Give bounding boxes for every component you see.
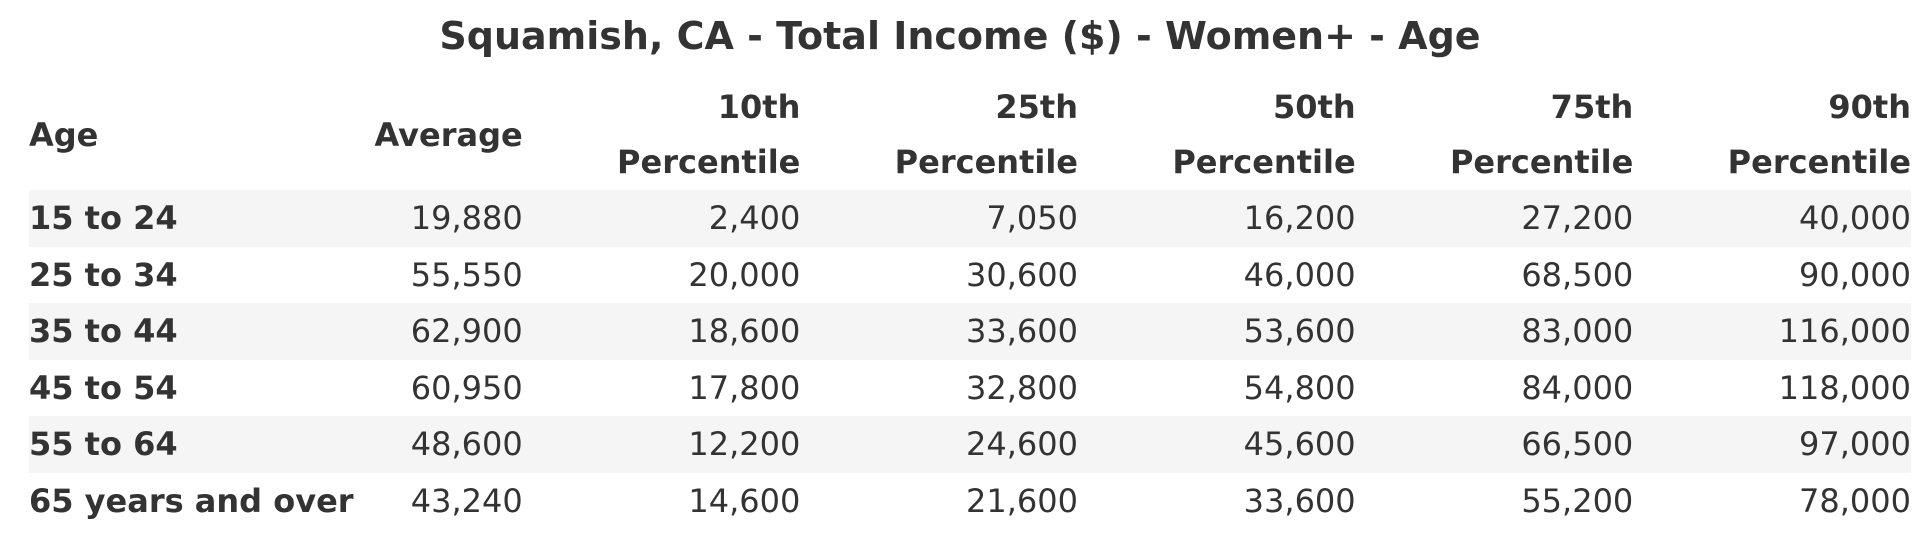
column-header-p90-line-1: Percentile (1727, 143, 1911, 181)
cell-p75: 66,500 (1355, 416, 1634, 473)
column-header-p75-line-1: Percentile (1449, 143, 1634, 181)
column-header-p25-line-1: Percentile (894, 143, 1078, 181)
column-header-p90: 90th Percentile (1633, 80, 1911, 190)
column-header-age: Age (29, 80, 261, 190)
cell-p10: 14,600 (688, 481, 801, 520)
cell-p25: 33,600 (800, 303, 1078, 360)
column-header-p75-line-0: 75th (1550, 88, 1634, 126)
cell-average: 48,600 (261, 416, 523, 473)
table-body: 15 to 24 19,880 2,400 7,050 16,200 27,200 40,0… (29, 190, 1911, 529)
column-header-p10: 10th Percentile (523, 80, 801, 190)
cell-p50: 33,600 (1243, 481, 1356, 520)
cell-p75: 84,000 (1521, 368, 1634, 407)
cell-p90: 118,000 (1778, 368, 1911, 407)
cell-p75: 68,500 (1521, 255, 1634, 294)
column-header-p10-line-1: Percentile (617, 143, 801, 181)
cell-average: 62,900 (261, 303, 523, 360)
column-header-average: Average (261, 80, 523, 190)
column-header-p10-line-0: 10th (717, 88, 801, 126)
cell-p90: 78,000 (1799, 481, 1911, 520)
table-row: 25 to 34 55,550 20,000 30,600 46,000 68,500 90… (29, 247, 1911, 304)
cell-p25: 7,050 (800, 190, 1078, 247)
column-header-p25: 25th Percentile (800, 80, 1078, 190)
cell-p50: 16,200 (1078, 190, 1356, 247)
cell-p25: 21,600 (966, 481, 1078, 520)
column-header-p50: 50th Percentile (1078, 80, 1356, 190)
column-header-p50-line-1: Percentile (1172, 143, 1356, 181)
cell-average: 19,880 (261, 190, 523, 247)
table-row: 65 years and over 43,240 14,600 21,600 33,60… (29, 473, 1911, 530)
cell-p50: 54,800 (1243, 368, 1356, 407)
cell-p50: 53,600 (1078, 303, 1356, 360)
row-label: 55 to 64 (29, 416, 262, 473)
row-label: 15 to 24 (29, 190, 262, 247)
column-header-p25-line-0: 25th (995, 88, 1078, 126)
row-label: 35 to 44 (29, 303, 262, 360)
column-header-p90-line-0: 90th (1828, 88, 1911, 126)
income-table: Age Average 10th Percentile 25th Percentile 50… (29, 80, 1911, 529)
row-label: 45 to 54 (29, 368, 178, 407)
cell-p90: 116,000 (1633, 303, 1911, 360)
header-row: Age Average 10th Percentile 25th Percentile 50… (29, 80, 1911, 190)
cell-average: 43,240 (410, 481, 523, 520)
cell-p10: 18,600 (522, 303, 801, 360)
cell-average: 55,550 (410, 255, 523, 294)
cell-p75: 83,000 (1355, 303, 1634, 360)
cell-p90: 90,000 (1799, 255, 1911, 294)
column-header-p75: 75th Percentile (1356, 80, 1634, 190)
table-row: 15 to 24 19,880 2,400 7,050 16,200 27,200 40,0… (29, 190, 1911, 247)
column-header-p50-line-0: 50th (1273, 88, 1356, 126)
chart-title: Squamish, CA - Total Income ($) - Women+… (439, 14, 1481, 58)
cell-p75: 55,200 (1521, 481, 1634, 520)
cell-p75: 27,200 (1355, 190, 1634, 247)
cell-p25: 32,800 (966, 368, 1078, 407)
cell-p90: 40,000 (1633, 190, 1911, 247)
row-label: 25 to 34 (29, 255, 178, 294)
cell-p10: 2,400 (522, 190, 801, 247)
cell-p50: 45,600 (1078, 416, 1356, 473)
cell-p90: 97,000 (1633, 416, 1911, 473)
cell-p10: 17,800 (688, 368, 801, 407)
row-label: 65 years and over (29, 481, 354, 520)
cell-p10: 20,000 (688, 255, 801, 294)
table-row: 55 to 64 48,600 12,200 24,600 45,600 66,500 97… (29, 416, 1911, 473)
cell-p50: 46,000 (1243, 255, 1356, 294)
cell-p10: 12,200 (522, 416, 801, 473)
table-row: 35 to 44 62,900 18,600 33,600 53,600 83,000 11… (29, 303, 1911, 360)
cell-p25: 24,600 (800, 416, 1078, 473)
column-header-average-line-0: Average (374, 115, 523, 154)
column-header-age-line-0: Age (29, 115, 99, 154)
table-header: Age Average 10th Percentile 25th Percentile 50… (29, 80, 1911, 190)
table-row: 45 to 54 60,950 17,800 32,800 54,800 84,000 11… (29, 360, 1911, 417)
cell-average: 60,950 (410, 368, 523, 407)
cell-p25: 30,600 (966, 255, 1078, 294)
